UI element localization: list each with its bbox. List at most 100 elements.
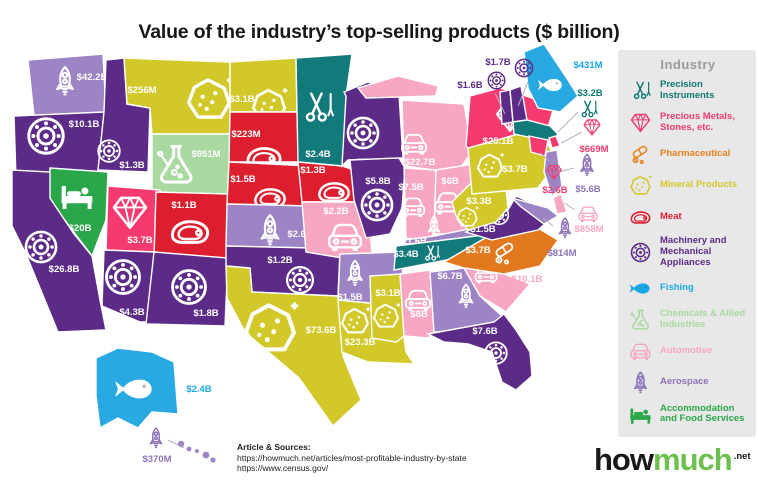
state-ia-value: $1.3B <box>300 165 325 176</box>
state-fl: $7.6B <box>425 313 533 391</box>
pills-icon <box>628 142 653 167</box>
callout-vt: $1.6B <box>457 71 506 91</box>
state-hi-value: $370M <box>142 454 171 465</box>
state-co: $1.1B <box>153 191 231 259</box>
callout-nj: $5.6B <box>575 153 601 195</box>
callout-ma: $3.2B <box>577 88 603 118</box>
state-ms: $3.1B <box>369 273 405 343</box>
state-mt-value: $256M <box>127 85 156 96</box>
state-nj-value: $5.6B <box>575 184 600 195</box>
state-de-value: $858M <box>574 224 603 235</box>
state-sd: $223M <box>228 111 300 169</box>
gear-icon <box>487 71 506 90</box>
state-ak-value: $2.4B <box>186 384 211 395</box>
state-ga-value: $6.7B <box>437 271 462 282</box>
state-wy-value: $951M <box>191 149 220 160</box>
state-ks-value: $2.6B <box>287 229 312 240</box>
legend-label: Aerospace <box>660 376 709 388</box>
gear-icon <box>97 139 121 163</box>
state-va-value: $1.5B <box>470 224 495 235</box>
legend-label: Machinery and Mechanical Appliances <box>660 235 727 269</box>
callout-lines <box>167 81 583 449</box>
state-wy: $951M <box>151 133 231 199</box>
state-fl-value: $7.6B <box>472 326 497 337</box>
callout-de: $858M <box>574 206 604 235</box>
state-or-value: $10.1B <box>69 119 100 130</box>
state-me <box>523 43 579 113</box>
state-tx-value: $73.6B <box>306 325 337 336</box>
state-az-value: $4.3B <box>119 307 144 318</box>
steak-icon <box>628 205 653 230</box>
legend-label: Fishing <box>660 281 694 293</box>
rocket-icon <box>149 427 163 449</box>
state-nd: $3.1B <box>229 57 298 121</box>
state-az: $4.3B <box>101 249 155 323</box>
state-co-value: $1.1B <box>171 200 196 211</box>
state-la-value: $23.3B <box>345 337 376 348</box>
gear-icon <box>346 116 380 150</box>
state-wv-value: $3.3B <box>466 196 491 207</box>
legend-item-chemicals: Chemicals & Allied Industries <box>628 307 748 332</box>
state-mn-value: $2.4B <box>305 149 330 160</box>
state-oh-value: $6B <box>441 176 459 187</box>
gear-icon <box>484 341 508 365</box>
state-id-value: $1.3B <box>119 160 144 171</box>
state-tx: $73.6B <box>225 265 362 428</box>
state-ca-value: $26.8B <box>49 264 80 275</box>
legend-item-precision-instruments: Precision Instruments <box>628 79 748 104</box>
state-me-value: $431M <box>573 60 602 71</box>
legend-label: Mineral Products <box>660 179 738 191</box>
state-tn-value: $3.4B <box>393 249 418 260</box>
industry-legend: Industry Precision Instruments Precious … <box>618 50 756 437</box>
gear-icon <box>514 58 534 78</box>
state-ca: $26.8B <box>11 169 107 333</box>
flask-icon <box>628 307 653 332</box>
state-nm-value: $1.8B <box>193 308 218 319</box>
state-de <box>552 193 568 215</box>
legend-label: Automotive <box>660 344 713 356</box>
legend-item-mineral-products: Mineral Products <box>628 173 748 198</box>
state-ri <box>548 135 561 149</box>
sources-block: Article & Sources: https://howmuch.net/a… <box>237 442 467 474</box>
legend-label: Precision Instruments <box>660 79 715 102</box>
state-ny-value: $25.1B <box>483 136 514 147</box>
legend-item-aerospace: Aerospace <box>628 370 748 395</box>
callout-ri: $669M <box>579 119 609 155</box>
rocket-icon <box>628 370 653 395</box>
legend-item-automotive: Automotive <box>628 339 748 364</box>
state-nm: $1.8B <box>145 251 229 327</box>
legend-item-precious-metals: Precious Metals, Stones, etc. <box>628 110 748 135</box>
gear-icon <box>628 240 653 265</box>
callout-ak: $2.4B <box>186 384 211 395</box>
legend-title: Industry <box>660 57 716 72</box>
gear-icon <box>360 188 394 222</box>
rocket-icon <box>580 153 594 177</box>
car-icon <box>578 206 598 223</box>
state-sd-value: $223M <box>231 129 260 140</box>
state-mo-value: $2.2B <box>323 206 348 217</box>
state-md <box>509 196 560 225</box>
legend-label: Meat <box>660 210 682 222</box>
legend-item-fishing: Fishing <box>628 276 748 301</box>
logo-how: how <box>594 442 654 477</box>
legend-label: Chemicals & Allied Industries <box>660 307 746 330</box>
gear-icon <box>24 230 58 264</box>
state-al-value: $8B <box>410 309 428 320</box>
callout-nh: $1.7B <box>485 57 534 78</box>
state-ks: $2.6B <box>225 203 313 249</box>
sources-label: Article & Sources: <box>237 442 311 452</box>
callout-me: $431M <box>573 60 602 71</box>
howmuch-logo: howmuch .net <box>594 442 751 478</box>
source-url-2: https://www.census.gov/ <box>237 463 329 474</box>
state-il: $5.8B <box>349 157 406 239</box>
state-ms-value: $3.1B <box>375 288 400 299</box>
callout-ct: $2.6B <box>542 164 568 196</box>
state-ne-value: $1.5B <box>230 174 255 185</box>
legend-item-meat: Meat <box>628 205 748 230</box>
state-mi: $22.7B <box>356 75 473 171</box>
state-nd-value: $3.1B <box>229 94 254 105</box>
callout-md: $814M <box>547 217 577 259</box>
source-url-1: https://howmuch.net/articles/most-profit… <box>237 452 467 463</box>
